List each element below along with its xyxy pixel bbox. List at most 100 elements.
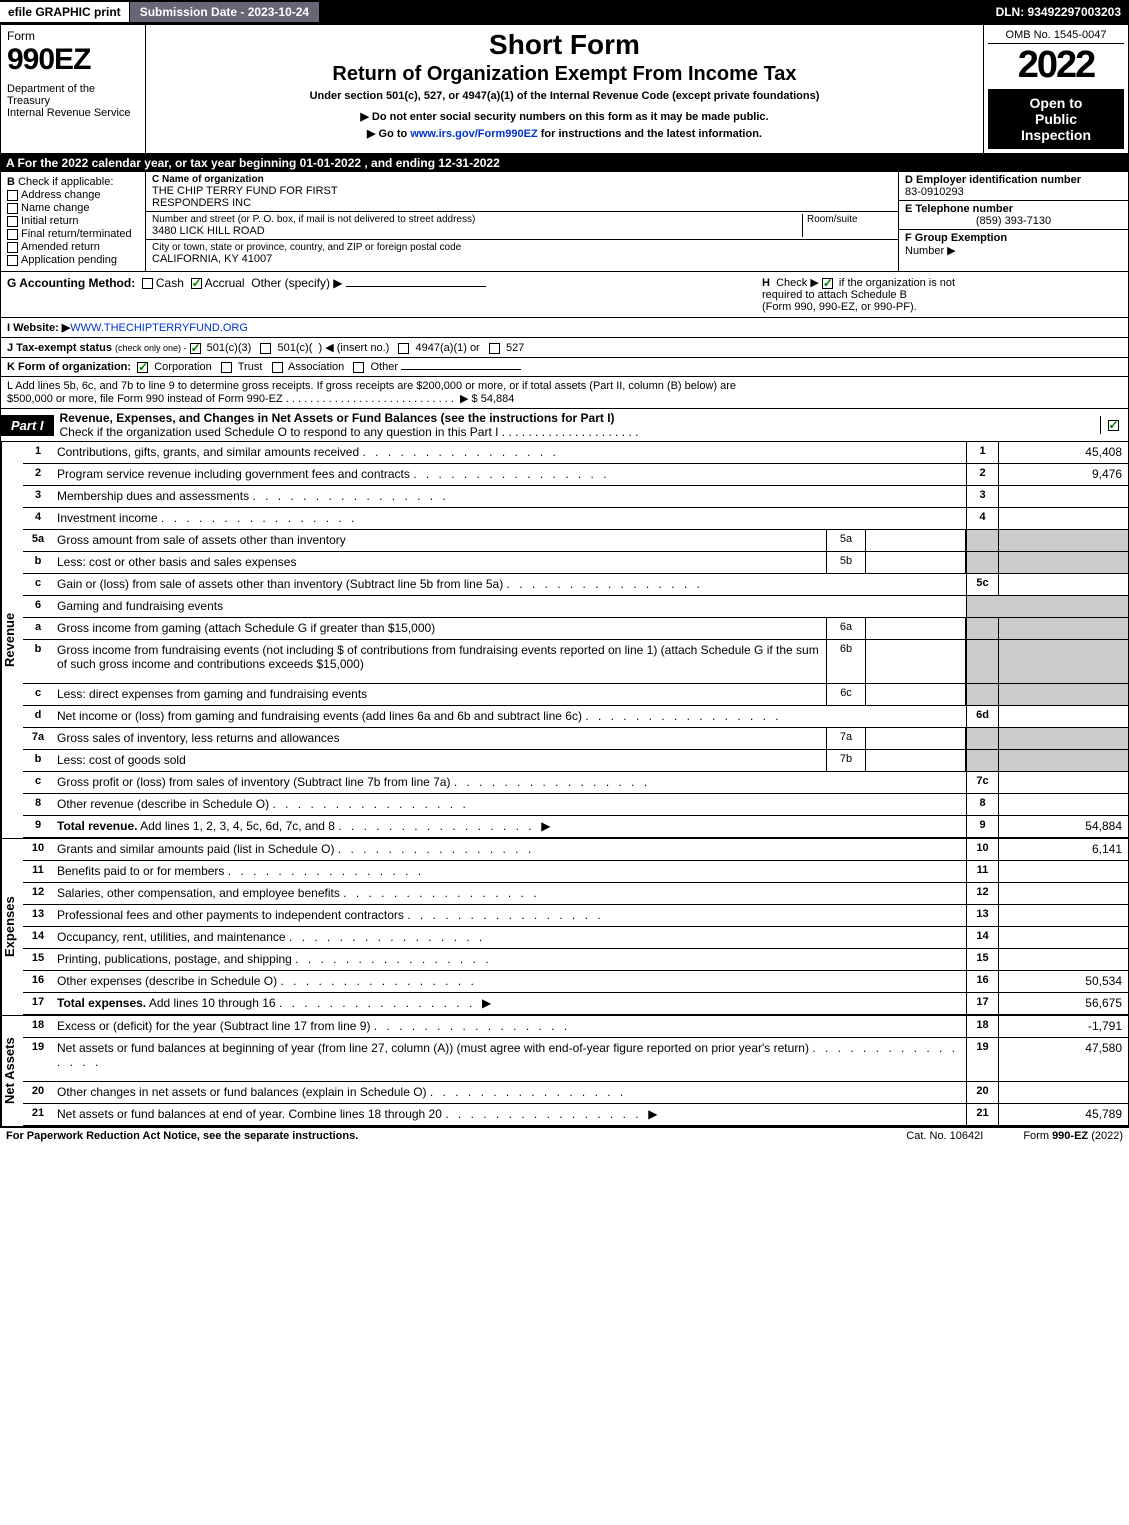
line-b: bGross income from fundraising events (n… [23, 640, 1128, 684]
line-9: 9Total revenue. Add lines 1, 2, 3, 4, 5c… [23, 816, 1128, 838]
box-d-e-f: D Employer identification number 83-0910… [898, 172, 1128, 271]
line-17: 17Total expenses. Add lines 10 through 1… [23, 993, 1128, 1015]
netassets-side-label: Net Assets [1, 1016, 23, 1126]
chk-other-org[interactable] [353, 362, 364, 373]
efile-label: efile GRAPHIC print [0, 2, 129, 22]
line-l: L Add lines 5b, 6c, and 7b to line 9 to … [0, 377, 1129, 409]
line-11: 11Benefits paid to or for members . . . … [23, 861, 1128, 883]
expenses-side-label: Expenses [1, 839, 23, 1015]
row-a-period: A For the 2022 calendar year, or tax yea… [0, 154, 1129, 172]
header-center: Short Form Return of Organization Exempt… [146, 25, 983, 153]
line-d: dNet income or (loss) from gaming and fu… [23, 706, 1128, 728]
subtitle-ssn: ▶ Do not enter social security numbers o… [152, 110, 977, 123]
line-b: bLess: cost or other basis and sales exp… [23, 552, 1128, 574]
part1-badge: Part I [1, 415, 54, 436]
line-16: 16Other expenses (describe in Schedule O… [23, 971, 1128, 993]
chk-4947[interactable] [398, 343, 409, 354]
line-k: K Form of organization: Corporation Trus… [0, 358, 1129, 377]
chk-501c[interactable] [260, 343, 271, 354]
footer-form: Form 990-EZ (2022) [1023, 1130, 1123, 1142]
box-h: H Check ▶ if the organization is not req… [762, 276, 1122, 313]
chk-accrual[interactable] [191, 278, 202, 289]
line-7a: 7aGross sales of inventory, less returns… [23, 728, 1128, 750]
ein-label: D Employer identification number [905, 174, 1081, 186]
line-l-amount: ▶ $ 54,884 [460, 393, 514, 405]
chk-assoc[interactable] [272, 362, 283, 373]
title-short-form: Short Form [152, 29, 977, 61]
chk-initial[interactable]: Initial return [7, 215, 139, 227]
street-address: 3480 LICK HILL ROAD [152, 225, 802, 237]
ein-value: 83-0910293 [905, 186, 1122, 198]
chk-trust[interactable] [221, 362, 232, 373]
phone-value: (859) 393-7130 [905, 215, 1122, 227]
chk-amended[interactable]: Amended return [7, 241, 139, 253]
part1-header: Part I Revenue, Expenses, and Changes in… [0, 409, 1129, 442]
line-18: 18Excess or (deficit) for the year (Subt… [23, 1016, 1128, 1038]
line-c: cGain or (loss) from sale of assets othe… [23, 574, 1128, 596]
entity-info: B Check if applicable: Address change Na… [0, 172, 1129, 272]
chk-name[interactable]: Name change [7, 202, 139, 214]
line-c: cLess: direct expenses from gaming and f… [23, 684, 1128, 706]
phone-label: E Telephone number [905, 203, 1013, 215]
inspection-box: Open to Public Inspection [988, 89, 1124, 149]
revenue-section: Revenue 1Contributions, gifts, grants, a… [0, 442, 1129, 838]
chk-corp[interactable] [137, 362, 148, 373]
box-b: B Check if applicable: Address change Na… [1, 172, 146, 271]
line-10: 10Grants and similar amounts paid (list … [23, 839, 1128, 861]
revenue-side-label: Revenue [1, 442, 23, 838]
line-i: I Website: ▶WWW.THECHIPTERRYFUND.ORG [0, 318, 1129, 338]
line-14: 14Occupancy, rent, utilities, and mainte… [23, 927, 1128, 949]
line-2: 2Program service revenue including gover… [23, 464, 1128, 486]
chk-final[interactable]: Final return/terminated [7, 228, 139, 240]
header-right: OMB No. 1545-0047 2022 Open to Public In… [983, 25, 1128, 153]
top-bar: efile GRAPHIC print Submission Date - 20… [0, 0, 1129, 24]
chk-501c3[interactable] [190, 343, 201, 354]
city-state-zip: CALIFORNIA, KY 41007 [152, 253, 892, 265]
line-12: 12Salaries, other compensation, and empl… [23, 883, 1128, 905]
footer-cat: Cat. No. 10642I [906, 1130, 983, 1142]
chk-address[interactable]: Address change [7, 189, 139, 201]
line-6: 6Gaming and fundraising events [23, 596, 1128, 618]
omb-number: OMB No. 1545-0047 [988, 29, 1124, 44]
chk-pending[interactable]: Application pending [7, 254, 139, 266]
dln-label: DLN: 93492297003203 [988, 2, 1129, 22]
line-13: 13Professional fees and other payments t… [23, 905, 1128, 927]
org-name-2: RESPONDERS INC [152, 197, 892, 209]
website-link[interactable]: WWW.THECHIPTERRYFUND.ORG [70, 322, 248, 334]
line-3: 3Membership dues and assessments . . . .… [23, 486, 1128, 508]
dept-label: Department of the Treasury [7, 83, 139, 107]
chk-sched-o-part1[interactable] [1108, 420, 1119, 431]
line-a: aGross income from gaming (attach Schedu… [23, 618, 1128, 640]
subtitle-section: Under section 501(c), 527, or 4947(a)(1)… [152, 90, 977, 102]
line-c: cGross profit or (loss) from sales of in… [23, 772, 1128, 794]
chk-cash[interactable] [142, 278, 153, 289]
line-8: 8Other revenue (describe in Schedule O) … [23, 794, 1128, 816]
org-name-1: THE CHIP TERRY FUND FOR FIRST [152, 185, 892, 197]
line-4: 4Investment income . . . . . . . . . . .… [23, 508, 1128, 530]
line-j: J Tax-exempt status (check only one) - 5… [0, 338, 1129, 358]
line-g-h: G Accounting Method: Cash Accrual Other … [0, 272, 1129, 318]
page-footer: For Paperwork Reduction Act Notice, see … [0, 1127, 1129, 1144]
irs-link[interactable]: www.irs.gov/Form990EZ [410, 128, 537, 140]
chk-527[interactable] [489, 343, 500, 354]
line-21: 21Net assets or fund balances at end of … [23, 1104, 1128, 1126]
form-header: Form 990EZ Department of the Treasury In… [0, 24, 1129, 154]
netassets-section: Net Assets 18Excess or (deficit) for the… [0, 1015, 1129, 1127]
title-return: Return of Organization Exempt From Incom… [152, 63, 977, 86]
header-left: Form 990EZ Department of the Treasury In… [1, 25, 146, 153]
expenses-section: Expenses 10Grants and similar amounts pa… [0, 838, 1129, 1015]
box-c: C Name of organization THE CHIP TERRY FU… [146, 172, 898, 271]
chk-sched-b[interactable] [822, 278, 833, 289]
line-5a: 5aGross amount from sale of assets other… [23, 530, 1128, 552]
line-19: 19Net assets or fund balances at beginni… [23, 1038, 1128, 1082]
line-15: 15Printing, publications, postage, and s… [23, 949, 1128, 971]
irs-label: Internal Revenue Service [7, 107, 139, 119]
line-20: 20Other changes in net assets or fund ba… [23, 1082, 1128, 1104]
submission-date: Submission Date - 2023-10-24 [129, 1, 320, 23]
footer-left: For Paperwork Reduction Act Notice, see … [6, 1130, 358, 1142]
form-word: Form [7, 29, 139, 43]
group-exempt-label: F Group Exemption [905, 232, 1007, 244]
tax-year: 2022 [988, 44, 1124, 87]
subtitle-goto: ▶ Go to www.irs.gov/Form990EZ for instru… [152, 127, 977, 140]
line-1: 1Contributions, gifts, grants, and simil… [23, 442, 1128, 464]
